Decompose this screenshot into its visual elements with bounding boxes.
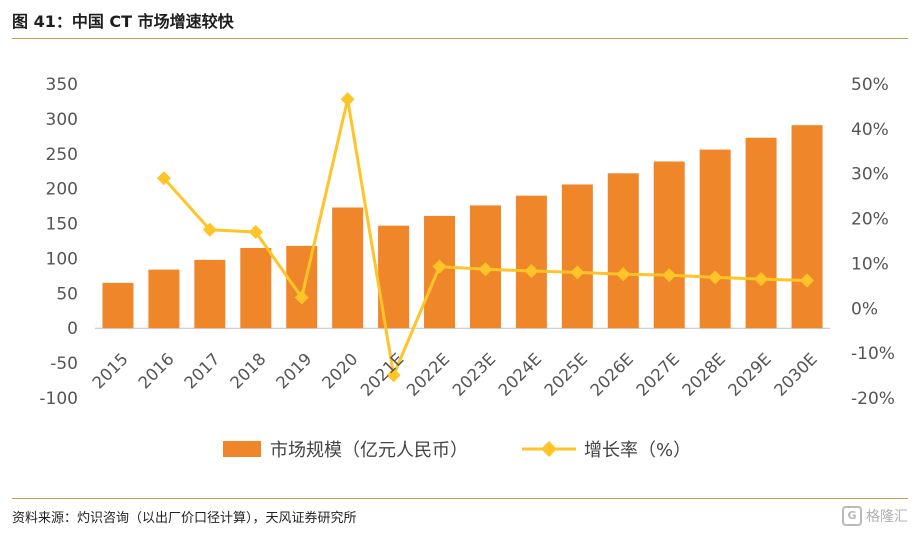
bar-2019: [286, 245, 318, 329]
bar-2025E: [561, 184, 593, 329]
rate-point-2022E: [432, 259, 447, 274]
bar-2015: [102, 282, 134, 329]
left-tick-label: 300: [46, 110, 78, 130]
rate-point-2030E: [800, 273, 815, 288]
left-tick-label: 200: [46, 180, 78, 200]
x-tick-label: 2022E: [403, 349, 454, 400]
left-tick-label: 250: [46, 145, 78, 165]
bar-2018: [240, 247, 272, 329]
rate-point-2020: [340, 92, 355, 107]
x-tick-label: 2023E: [449, 349, 500, 400]
bar-series: [102, 125, 823, 329]
right-axis-ticks: -20% -10% 0% 10% 20% 30% 40% 50%: [851, 75, 895, 409]
left-tick-label: 150: [46, 215, 78, 235]
rate-point-2027E: [662, 268, 677, 283]
x-tick-label: 2028E: [678, 349, 729, 400]
legend-line-marker: [541, 441, 557, 457]
legend: 市场规模（亿元人民币） 增长率（%）: [223, 440, 691, 461]
bar-2030E: [791, 125, 823, 329]
combo-chart: -100 -50 0 50 100 150 200 250 300 350 -20% -10% 0% 1…: [39, 75, 895, 461]
right-tick-label: 0%: [851, 299, 878, 319]
x-tick-label: 2025E: [541, 349, 592, 400]
rate-point-2029E: [754, 272, 769, 287]
x-tick-label: 2020: [318, 349, 361, 392]
rate-point-2024E: [524, 264, 539, 279]
rate-point-2028E: [708, 270, 723, 285]
bar-2026E: [607, 173, 639, 329]
left-axis-ticks: -100 -50 0 50 100 150 200 250 300 350: [39, 75, 78, 409]
rate-point-2019: [294, 290, 309, 305]
rate-point-2018: [248, 225, 263, 240]
legend-line-label: 增长率（%）: [584, 440, 691, 461]
left-tick-label: -100: [39, 389, 78, 409]
right-tick-label: -10%: [851, 344, 895, 364]
rate-point-2017: [202, 222, 217, 237]
rate-point-2021E: [386, 368, 401, 383]
right-tick-label: 40%: [851, 120, 889, 140]
watermark-logo-icon: G: [842, 506, 862, 526]
legend-bar-swatch: [223, 441, 261, 457]
bar-2016: [148, 269, 180, 329]
top-divider: [12, 38, 908, 39]
bar-2028E: [699, 149, 731, 329]
left-tick-label: 0: [67, 319, 78, 339]
x-tick-label: 2015: [89, 349, 132, 392]
right-tick-label: 10%: [851, 254, 889, 274]
watermark: G 格隆汇: [842, 506, 908, 526]
right-tick-label: -20%: [851, 389, 895, 409]
bar-2017: [194, 259, 226, 329]
source-note: 资料来源：灼识咨询（以出厂价口径计算），天风证券研究所: [12, 511, 357, 526]
left-tick-label: 350: [46, 75, 78, 95]
left-tick-label: 50: [56, 284, 78, 304]
rate-point-2025E: [570, 265, 585, 280]
left-tick-label: 100: [46, 249, 78, 269]
right-tick-label: 20%: [851, 210, 889, 230]
x-tick-label: 2030E: [770, 349, 821, 400]
left-tick-label: -50: [50, 354, 78, 374]
bar-2020: [332, 207, 364, 329]
x-tick-label: 2029E: [724, 349, 775, 400]
right-tick-label: 30%: [851, 165, 889, 185]
x-tick-label: 2019: [272, 349, 315, 392]
rate-point-2026E: [616, 267, 631, 282]
bar-2024E: [515, 195, 547, 329]
x-tick-label: 2018: [226, 349, 269, 392]
x-tick-label: 2016: [135, 349, 178, 392]
bar-2029E: [745, 137, 777, 329]
x-tick-label: 2026E: [587, 349, 638, 400]
chart-title: 图 41：中国 CT 市场增速较快: [12, 12, 234, 31]
watermark-text: 格隆汇: [866, 509, 908, 525]
x-tick-label: 2027E: [633, 349, 684, 400]
legend-bar-label: 市场规模（亿元人民币）: [270, 440, 468, 461]
bottom-divider: [12, 498, 908, 499]
x-tick-label: 2017: [181, 349, 224, 392]
line-series: [156, 92, 815, 383]
right-tick-label: 50%: [851, 75, 889, 95]
rate-point-2023E: [478, 262, 493, 277]
x-axis-ticks: 2015 2016 2017 2018 2019 20202021E2022E2023E2…: [89, 349, 821, 400]
x-tick-label: 2024E: [495, 349, 546, 400]
rate-point-2016: [156, 171, 171, 186]
bar-2027E: [653, 161, 685, 329]
